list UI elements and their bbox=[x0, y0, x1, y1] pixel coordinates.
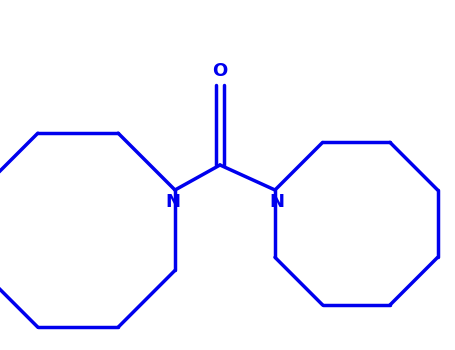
Text: N: N bbox=[166, 193, 181, 211]
Text: N: N bbox=[269, 193, 284, 211]
Text: O: O bbox=[212, 62, 228, 80]
